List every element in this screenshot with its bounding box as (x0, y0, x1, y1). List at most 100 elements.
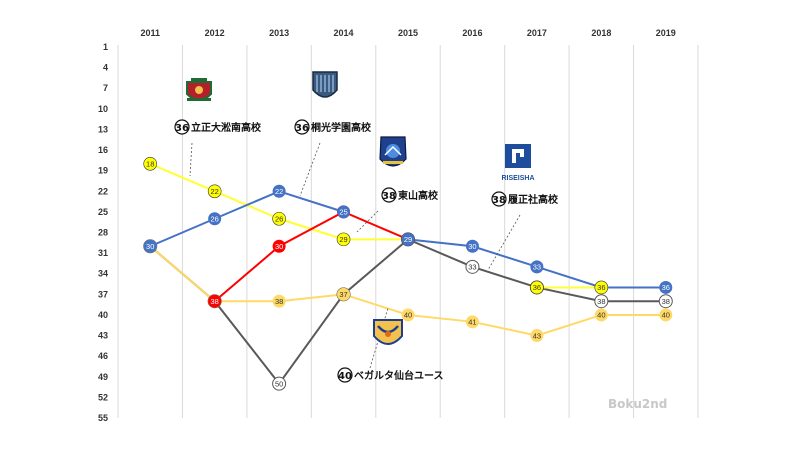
rank-number: 36 (175, 123, 189, 134)
series-line (214, 210, 409, 302)
data-label: 43 (533, 331, 541, 340)
data-point (272, 211, 286, 226)
data-point (143, 156, 158, 171)
data-label: 29 (404, 235, 412, 244)
data-label: 26 (275, 214, 283, 223)
data-label: 40 (597, 311, 605, 320)
data-label: 40 (404, 311, 412, 320)
y-tick-label: 19 (98, 166, 108, 176)
data-label: 36 (533, 283, 541, 292)
watermark: Boku2nd (608, 397, 667, 411)
leader-line (189, 142, 193, 177)
y-tick-label: 28 (98, 228, 108, 238)
y-tick-label: 55 (98, 413, 108, 423)
data-label: 38 (597, 297, 605, 306)
data-label: 37 (339, 290, 347, 299)
annotation-riseisha: 38 履正社高校 RISEISHA (491, 144, 559, 207)
x-tick-label: 2018 (591, 28, 611, 38)
y-tick-label: 43 (98, 331, 108, 341)
data-point (658, 294, 673, 309)
y-tick-label: 16 (98, 145, 108, 155)
data-point (272, 294, 286, 308)
y-tick-label: 31 (98, 248, 108, 258)
rank-circle (337, 367, 353, 383)
y-tick-label: 37 (98, 289, 108, 299)
data-label: 22 (210, 187, 218, 196)
data-label: 38 (275, 297, 283, 306)
y-tick-label: 25 (98, 207, 108, 217)
data-point (594, 294, 609, 309)
rank-number: 36 (295, 123, 309, 134)
data-point (530, 280, 544, 295)
rank-number: 40 (338, 371, 352, 382)
y-tick-label: 46 (98, 351, 108, 361)
rank-number: 38 (382, 191, 396, 202)
y-tick-label: 52 (98, 392, 108, 402)
x-tick-label: 2012 (205, 28, 225, 38)
y-tick-label: 13 (98, 124, 108, 134)
team-name: 立正大淞南高校 (191, 121, 262, 134)
data-point (401, 308, 415, 322)
data-label: 30 (146, 242, 154, 251)
data-point (272, 184, 286, 198)
data-label: 50 (275, 379, 283, 388)
data-point (594, 280, 609, 295)
y-tick-label: 4 (103, 63, 108, 73)
data-point (530, 260, 544, 274)
annotation-vegalta: 40 ベガルタ仙台ユース (337, 319, 444, 383)
data-point (530, 329, 544, 343)
x-axis: 2011 2012 2013 2014 2015 2016 2017 2018 2019 (140, 28, 675, 38)
team-name: 東山高校 (398, 189, 439, 202)
data-label: 25 (339, 208, 347, 217)
rank-circle (294, 119, 310, 135)
annotation-emblem-blue: 38 東山高校 (379, 136, 439, 203)
grid-lines (117, 45, 699, 418)
crest-red-logo-icon (186, 78, 212, 101)
emblem-blue-logo-icon (379, 136, 407, 167)
vegalta-logo-icon (373, 319, 403, 345)
leader-line (369, 307, 389, 369)
rank-circle (381, 187, 397, 203)
riseisha-logo-icon: RISEISHA (501, 144, 535, 182)
y-axis: 1 4 7 10 13 16 19 22 25 28 31 34 37 40 43 46 49 52 55 (98, 42, 108, 423)
data-point (659, 308, 673, 322)
data-label: 30 (468, 242, 476, 251)
y-tick-label: 34 (98, 269, 108, 279)
leader-line (299, 142, 321, 197)
annotation-leaders (189, 142, 521, 369)
data-point (272, 239, 286, 253)
data-label: 38 (662, 297, 670, 306)
data-label: 18 (146, 159, 154, 168)
data-point (401, 232, 415, 246)
series-line (149, 190, 344, 248)
data-label: 36 (597, 283, 605, 292)
shield-blue-logo-icon (312, 71, 338, 98)
leader-line (356, 210, 379, 233)
x-tick-label: 2016 (462, 28, 482, 38)
data-point (272, 376, 287, 391)
data-point (465, 259, 480, 274)
data-point (465, 315, 479, 329)
data-point (143, 239, 157, 253)
annotation-crest-red: 36 立正大淞南高校 (174, 78, 262, 135)
data-label: 36 (662, 283, 670, 292)
data-point (208, 212, 222, 226)
data-label: 30 (275, 242, 283, 251)
data-label: 22 (275, 187, 283, 196)
y-tick-label: 1 (103, 42, 108, 52)
team-name: 履正社高校 (507, 193, 559, 206)
annotation-shield-blue: 36 桐光学園高校 (294, 71, 372, 135)
rank-circle (174, 119, 190, 135)
series-points: 3038503729333638383038383740414340401822… (143, 156, 673, 391)
data-label: 29 (339, 235, 347, 244)
data-label: 33 (468, 263, 476, 272)
data-label: 26 (210, 214, 218, 223)
y-tick-label: 10 (98, 104, 108, 114)
data-point (207, 184, 222, 199)
team-name: 桐光学園高校 (311, 121, 372, 134)
series-line (149, 162, 408, 241)
y-tick-label: 40 (98, 310, 108, 320)
rank-circle (491, 191, 507, 207)
